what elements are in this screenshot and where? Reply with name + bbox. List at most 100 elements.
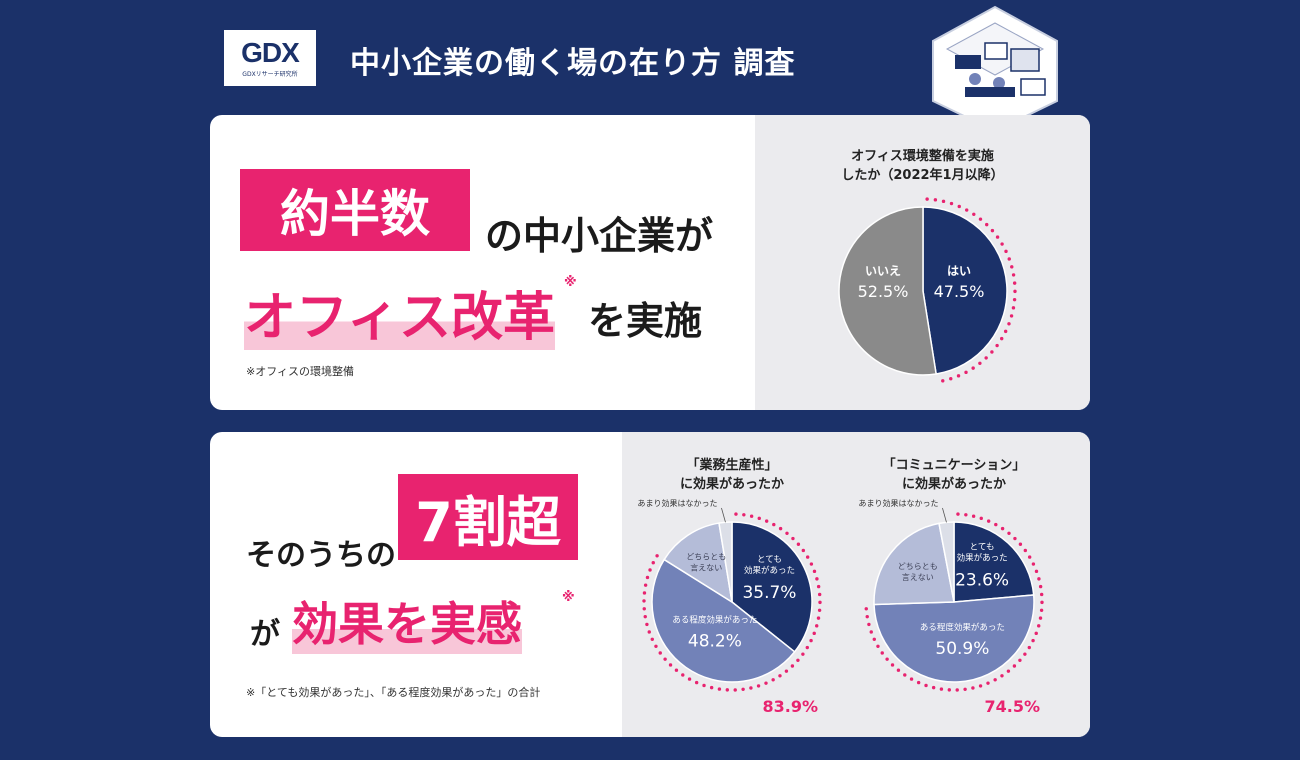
pie3-dotted-ring <box>1000 526 1005 531</box>
pie2-dotted-ring <box>785 531 789 535</box>
pie3-title: 「コミュニケーション」 に効果があったか <box>864 456 1044 494</box>
pie3-slice-label-2: どちらとも <box>898 562 938 571</box>
pie3-dotted-ring <box>994 522 998 527</box>
section1-line1-text: の中小企業が <box>485 214 714 258</box>
pie3-dotted-ring <box>885 657 889 661</box>
pie3-dotted-ring <box>872 637 876 641</box>
pie3-dotted-ring <box>964 513 968 517</box>
pie1-dotted-ring <box>1013 289 1017 294</box>
pie3-dotted-ring <box>1018 542 1023 546</box>
logo-subtitle: GDXリサーチ研究所 <box>242 70 298 78</box>
pie3-dotted-ring <box>1023 652 1027 656</box>
pie2-dotted-ring <box>668 663 673 667</box>
pie2-dotted-ring <box>817 592 822 597</box>
pie3-dotted-ring <box>1037 624 1041 628</box>
pie1-dotted-ring <box>957 204 961 209</box>
pie2-dotted-ring <box>643 614 647 619</box>
pie2-dotted-ring <box>809 638 813 643</box>
pie2-dotted-ring <box>816 584 821 589</box>
pie3-dotted-ring <box>931 685 936 690</box>
pie1-dotted-ring <box>978 217 983 221</box>
pie3-callout-line <box>942 507 947 523</box>
pie2-dotted-ring <box>801 652 805 656</box>
pie1-dotted-ring <box>985 222 989 227</box>
pie2-dotted-ring <box>790 664 795 668</box>
pie1-slice-label-1: いいえ <box>865 264 901 278</box>
pie2-dotted-ring <box>778 526 783 531</box>
pie3-dotted-ring <box>971 686 975 690</box>
pie1-slice-1 <box>838 206 937 376</box>
pie2-dotted-ring <box>651 561 655 565</box>
section1-note: ※オフィスの環境整備 <box>246 365 354 378</box>
pie2-value-label-1: 48.2% <box>688 632 742 652</box>
pie2-slice-1 <box>651 558 796 683</box>
pie3-dotted-ring <box>1038 616 1043 620</box>
pie2-dotted-ring <box>772 522 776 527</box>
pie2-dotted-ring <box>796 542 801 546</box>
pie1-dotted-ring <box>941 199 946 204</box>
pie1-slice-0 <box>922 206 1008 375</box>
pie3-dotted-ring <box>1038 584 1043 589</box>
pie1-title-line2: したか（2022年1月以降） <box>841 168 1004 183</box>
pie2-callout-line <box>721 507 726 523</box>
pie3-dotted-ring <box>880 651 884 655</box>
pie2-dotted-ring <box>816 616 821 620</box>
pie1-chart: はい 47.5% いいえ 52.5% <box>838 197 1017 383</box>
pie3-dotted-ring <box>947 688 952 692</box>
pie1-dotted-ring <box>956 374 961 378</box>
pie3-slice-2 <box>873 522 955 606</box>
pie3-dotted-ring <box>963 687 967 691</box>
pie3-dotted-ring <box>955 688 959 692</box>
pie1-dotted-ring <box>1010 265 1014 269</box>
pie2-dotted-ring <box>645 622 649 627</box>
pie2-dotted-ring <box>764 681 768 685</box>
pie2-dotted-ring <box>645 575 650 580</box>
pie1-dotted-ring <box>1012 281 1017 285</box>
pie2-dotted-ring <box>764 519 769 523</box>
section2-line2-lead: が <box>250 617 280 652</box>
pie2-dotted-ring <box>809 562 814 566</box>
pie1-dotted-ring <box>995 343 999 348</box>
pie3-dotted-ring <box>903 673 907 677</box>
pie3-dotted-ring <box>978 684 983 688</box>
pie3-dotted-ring <box>864 607 868 611</box>
pie3-dotted-ring <box>979 516 983 521</box>
pie2-dotted-ring <box>725 688 730 692</box>
pie3-dotted-ring <box>939 687 944 691</box>
pie2-dotted-ring <box>756 684 761 688</box>
pie1-dotted-ring <box>1007 322 1011 326</box>
pie3-dotted-ring <box>1007 531 1011 535</box>
pie2-dotted-ring <box>717 687 722 691</box>
pie1-title-line1: オフィス環境整備を実施 <box>851 149 994 164</box>
pie1-dotted-ring <box>972 212 976 216</box>
pie2-title: 「業務生産性」 に効果があったか <box>642 456 822 494</box>
pie2-total-label: 83.9% <box>762 697 818 716</box>
pie3-dotted-ring <box>1040 600 1044 605</box>
pie1-dotted-ring <box>990 228 995 233</box>
pie2-dotted-ring <box>650 637 654 641</box>
pie3-dotted-ring <box>1031 562 1036 566</box>
pie1-dotted-ring <box>1000 242 1004 246</box>
pie3-dotted-ring <box>1027 645 1031 650</box>
pie2-slice-label-3: あまり効果はなかった <box>637 498 717 508</box>
pie3-dotted-ring <box>993 678 997 682</box>
pie2-slice-label-1: ある程度効果があった <box>672 615 757 626</box>
pie3-dotted-ring <box>867 622 871 627</box>
pie2-dotted-ring <box>784 669 789 673</box>
pie2-slice-2 <box>663 522 734 604</box>
pie1-dotted-ring <box>1011 273 1016 277</box>
pie3-dotted-ring <box>1027 555 1032 559</box>
pie2-dotted-ring <box>812 569 817 574</box>
pie2-slice-label-0: とても <box>757 555 782 565</box>
pie2-dotted-ring <box>655 554 659 558</box>
section1-highlight-text: オフィス改革 <box>244 275 555 350</box>
pie2-dotted-ring <box>778 674 782 678</box>
pie2-slice-label-0: 効果があった <box>744 565 795 576</box>
pie2-dotted-ring <box>734 512 738 516</box>
pie2-dotted-ring <box>815 624 819 628</box>
pie2-dotted-ring <box>709 685 714 690</box>
section2-highlight-text: 効果を実感 <box>292 588 522 654</box>
pie3-dotted-ring <box>924 683 928 688</box>
pie3-slice-0 <box>953 521 1035 603</box>
pie2-title-line1: 「業務生産性」 <box>686 458 778 473</box>
